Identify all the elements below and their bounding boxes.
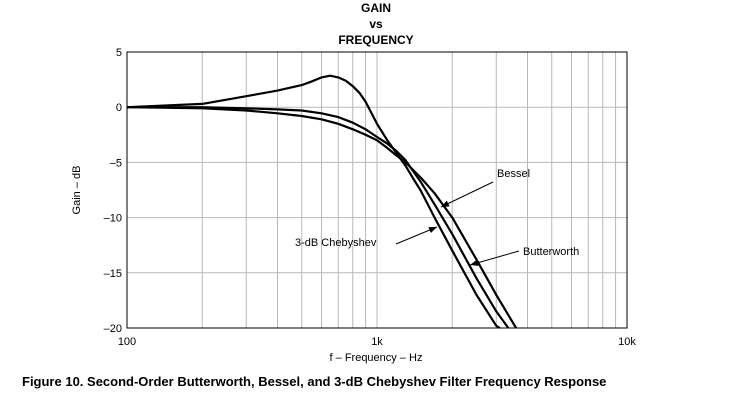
annotation-arrow-head xyxy=(428,227,437,234)
annotation-arrow-shaft xyxy=(440,181,494,208)
y-tick-label: 5 xyxy=(116,47,122,59)
annotation-label-3-db-chebyshev: 3-dB Chebyshev xyxy=(295,237,377,249)
x-axis-label: f – Frequency – Hz xyxy=(330,352,423,364)
annotation-label-bessel: Bessel xyxy=(497,168,530,180)
annotation-label-butterworth: Butterworth xyxy=(523,246,579,258)
plot-frame xyxy=(126,51,628,329)
chart-title: GAIN vs FREQUENCY xyxy=(338,1,413,47)
gain-vs-frequency-chart: GAIN vs FREQUENCY 5 0 –5 –10 –15 –20 100 1k 10k… xyxy=(71,1,637,364)
x-tick-label: 10k xyxy=(618,336,636,348)
y-axis-label: Gain – dB xyxy=(71,166,83,215)
chart-title-line-2: vs xyxy=(369,17,383,31)
y-axis-ticks: 5 0 –5 –10 –15 –20 xyxy=(104,47,122,335)
series-line-3-db-chebyshev xyxy=(126,74,501,329)
annotation-arrow-head xyxy=(441,200,450,207)
x-axis-ticks: 100 1k 10k xyxy=(118,336,637,348)
y-tick-label: –10 xyxy=(104,213,122,225)
x-tick-label: 1k xyxy=(371,336,383,348)
chart-title-line-1: GAIN xyxy=(361,1,391,15)
y-tick-label: 0 xyxy=(116,102,122,114)
grid xyxy=(127,52,627,328)
series-line-butterworth xyxy=(127,106,510,329)
series-lines xyxy=(126,74,518,329)
y-tick-label: –20 xyxy=(104,323,122,335)
annotations: Bessel Butterworth 3-dB Chebyshev xyxy=(295,168,579,266)
y-tick-label: –5 xyxy=(110,157,122,169)
series-line-bessel xyxy=(126,106,518,329)
annotation-arrow-head xyxy=(470,259,479,266)
annotation-arrow-shaft xyxy=(469,250,520,266)
y-tick-label: –15 xyxy=(104,268,122,280)
chart-title-line-3: FREQUENCY xyxy=(338,33,413,47)
x-tick-label: 100 xyxy=(118,336,136,348)
figure-caption: Figure 10. Second-Order Butterworth, Bes… xyxy=(22,374,607,389)
